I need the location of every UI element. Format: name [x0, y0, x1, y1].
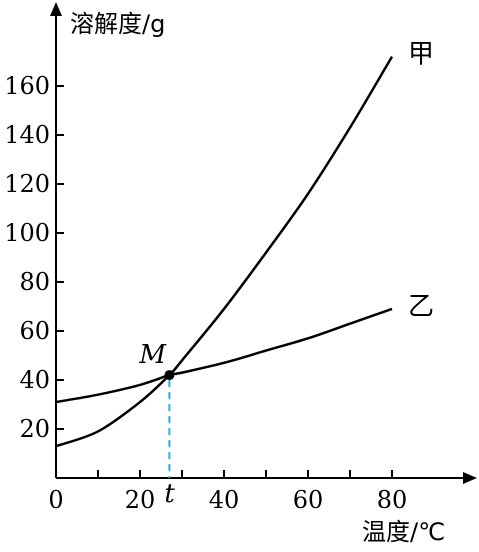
- y-axis-arrow: [50, 2, 62, 16]
- series-label-2: 乙: [408, 292, 434, 322]
- y-tick-label: 140: [4, 121, 50, 149]
- y-tick-label: 40: [19, 366, 50, 394]
- y-axis-label: 溶解度/g: [70, 10, 165, 38]
- y-tick-label: 20: [19, 415, 50, 443]
- intersection-point: [164, 370, 175, 381]
- x-tick-label: 40: [209, 486, 240, 514]
- series: 甲乙: [55, 40, 434, 448]
- y-tick-label: 100: [4, 219, 50, 247]
- y-tick-label: 60: [19, 317, 50, 345]
- x-tick-label: 60: [293, 486, 324, 514]
- series-label-1: 甲: [408, 40, 434, 70]
- y-tick-label: 160: [4, 72, 50, 100]
- ticks: 0 20 40 60 80 20 40 60 80 100 120 140 160: [4, 72, 407, 514]
- x-tick-label: 80: [377, 486, 408, 514]
- series-line-2: [55, 307, 393, 404]
- axes: [50, 2, 477, 484]
- x-tick-label: 0: [48, 486, 63, 514]
- y-tick-label: 120: [4, 170, 50, 198]
- annotations: Mt: [138, 340, 175, 509]
- x-tick-label: 20: [125, 486, 156, 514]
- x-axis-arrow: [463, 472, 477, 484]
- x-marker-label-t: t: [164, 479, 175, 509]
- x-axis-label: 温度/℃: [362, 518, 445, 546]
- point-label-m: M: [138, 340, 167, 370]
- y-tick-label: 80: [19, 268, 50, 296]
- series-line-1: [55, 55, 394, 448]
